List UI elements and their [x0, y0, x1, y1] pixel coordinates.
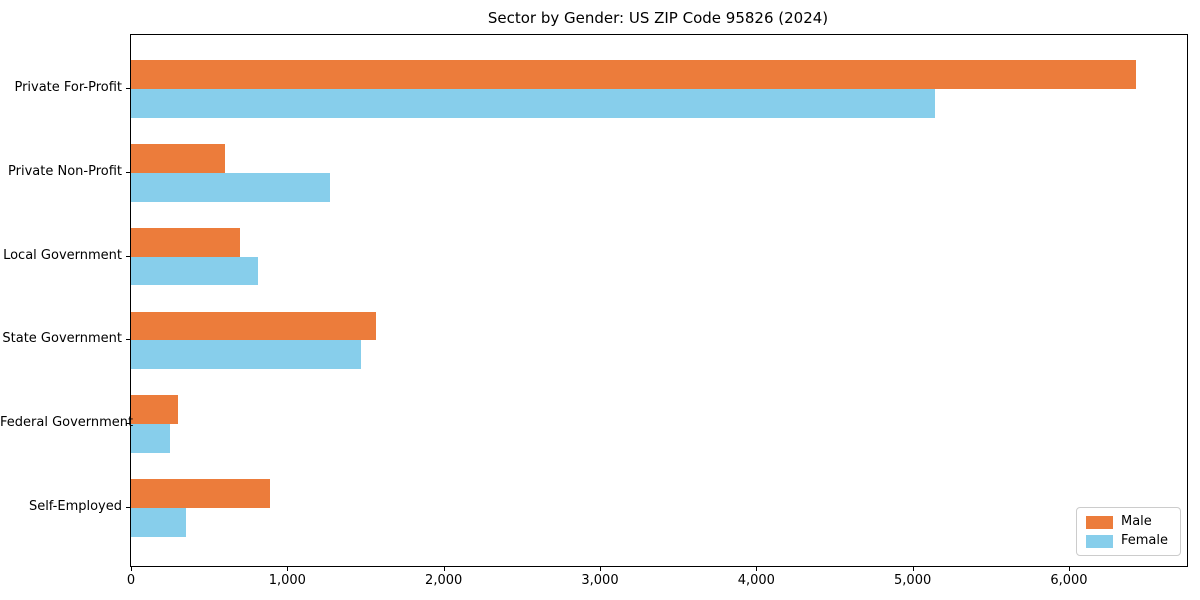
- x-tick-label-1-000: 1,000: [268, 573, 306, 588]
- y-tick-label-local-government: Local Government: [3, 247, 122, 263]
- y-tick-label-self-employed: Self-Employed: [28, 499, 122, 514]
- x-tick-mark: [912, 567, 914, 571]
- x-tick-label-6-000: 6,000: [1050, 573, 1088, 588]
- bar-male-self-employed: [131, 479, 271, 508]
- y-tick-mark: [126, 88, 130, 89]
- y-tick-label-state-government: State Government: [2, 331, 122, 347]
- y-tick-label-federal-government: Federal Government: [0, 415, 134, 431]
- legend-label-female: Female: [1120, 533, 1168, 548]
- bar-female-self-employed: [131, 508, 186, 537]
- bar-female-local-government: [131, 256, 258, 286]
- y-tick-mark: [126, 171, 130, 173]
- x-tick-mark: [1068, 567, 1070, 571]
- bar-female-federal-government: [131, 424, 171, 453]
- y-tick-label-private-for-profit: Private For-Profit: [14, 80, 122, 95]
- legend-swatch-male: [1085, 515, 1113, 529]
- bar-male-federal-government: [131, 395, 178, 425]
- x-tick-label-2-000: 2,000: [425, 573, 463, 588]
- legend: Male Female: [1075, 507, 1181, 556]
- bar-male-private-non-profit: [131, 144, 225, 173]
- y-tick-label-private-non-profit: Private Non-Profit: [8, 163, 122, 179]
- x-tick-label-3-000: 3,000: [581, 573, 619, 588]
- x-tick-mark: [287, 567, 289, 571]
- x-tick-label-5-000: 5,000: [894, 573, 932, 588]
- bar-male-state-government: [131, 311, 377, 341]
- bar-female-private-non-profit: [131, 172, 330, 202]
- x-tick-mark: [756, 567, 758, 571]
- plot-area: Male Female: [130, 34, 1188, 567]
- legend-label-male: Male: [1120, 514, 1152, 529]
- legend-item-male: Male: [1085, 514, 1168, 529]
- x-tick-label-0: 0: [126, 573, 136, 588]
- x-tick-mark: [443, 567, 445, 571]
- y-tick-mark: [126, 507, 130, 508]
- x-tick-mark: [599, 567, 601, 571]
- x-tick-mark: [131, 567, 132, 571]
- y-tick-mark: [126, 255, 130, 257]
- bar-female-state-government: [131, 340, 361, 370]
- legend-item-female: Female: [1085, 533, 1168, 548]
- bar-female-private-for-profit: [131, 89, 935, 118]
- x-tick-label-4-000: 4,000: [737, 573, 775, 588]
- legend-swatch-female: [1085, 534, 1113, 548]
- y-tick-mark: [126, 339, 130, 341]
- bar-male-local-government: [131, 227, 241, 257]
- y-tick-mark: [126, 423, 130, 425]
- chart-title: Sector by Gender: US ZIP Code 95826 (202…: [487, 9, 829, 27]
- bars-layer: [131, 35, 1187, 566]
- bar-male-private-for-profit: [131, 60, 1137, 89]
